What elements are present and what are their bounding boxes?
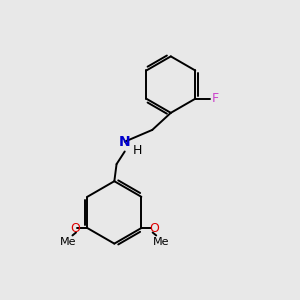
Text: F: F (212, 92, 219, 105)
Text: N: N (119, 135, 130, 149)
Text: Me: Me (60, 237, 76, 247)
Text: O: O (70, 222, 80, 235)
Text: H: H (133, 143, 142, 157)
Text: Me: Me (152, 237, 169, 247)
Text: O: O (149, 222, 159, 235)
